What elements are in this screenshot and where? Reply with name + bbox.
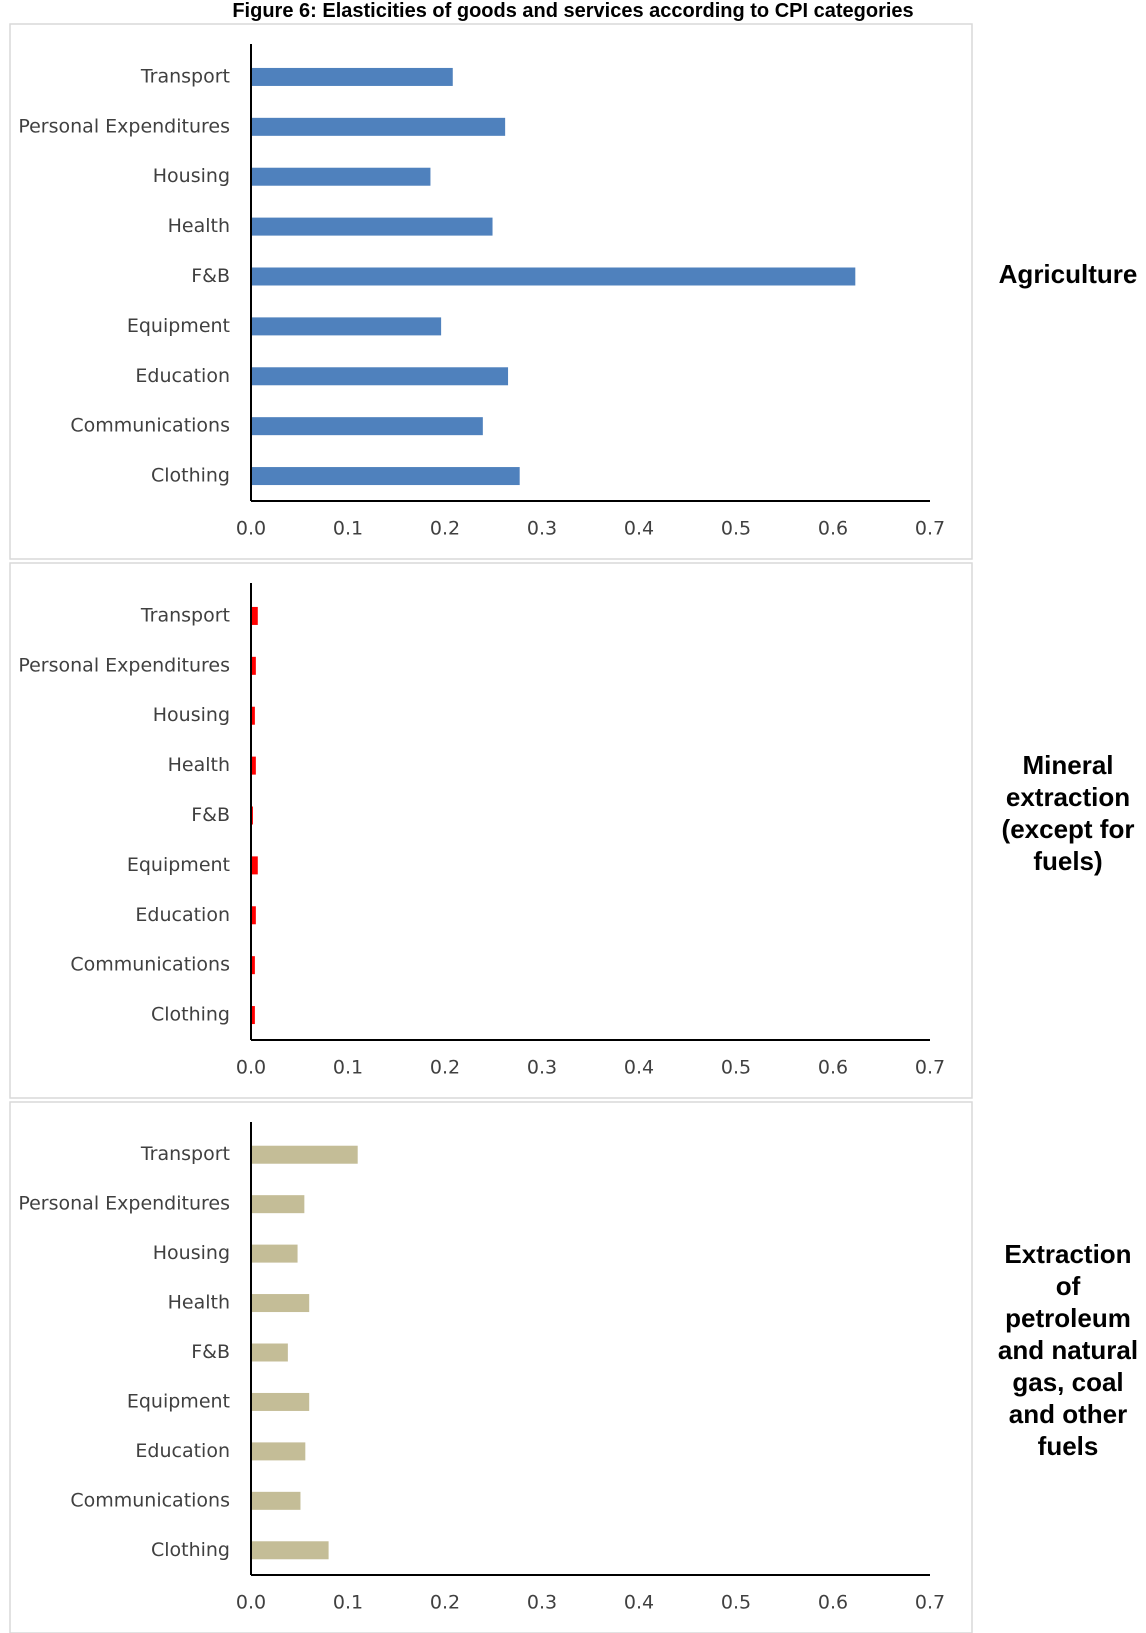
x-tick-label: 0.7 — [915, 1592, 945, 1614]
bar — [251, 1195, 305, 1214]
bar — [251, 1244, 298, 1263]
y-tick-label: Transport — [140, 604, 230, 626]
x-tick-label: 0.4 — [624, 1592, 654, 1614]
y-tick-label: Education — [135, 1440, 230, 1462]
bar — [251, 656, 256, 675]
panel-border — [9, 562, 973, 1099]
x-tick-label: 0.5 — [721, 1057, 751, 1079]
bar — [251, 317, 442, 336]
y-tick-label: Health — [168, 1292, 230, 1314]
x-tick-label: 0.3 — [527, 518, 557, 540]
bar — [251, 1392, 310, 1411]
x-tick-label: 0.3 — [527, 1592, 557, 1614]
x-tick-label: 0.6 — [818, 518, 848, 540]
y-tick-label: Equipment — [127, 854, 230, 876]
bar — [251, 1541, 329, 1560]
figure-title: Figure 6: Elasticities of goods and serv… — [232, 0, 914, 22]
y-tick-label: Housing — [153, 1242, 230, 1264]
x-tick-label: 0.1 — [333, 1592, 363, 1614]
y-tick-label: F&B — [191, 1341, 230, 1363]
bar — [251, 1145, 358, 1164]
y-tick-label: Communications — [70, 415, 230, 437]
panel-border — [9, 23, 973, 560]
x-tick-label: 0.1 — [333, 1057, 363, 1079]
y-tick-label: Health — [168, 754, 230, 776]
y-tick-label: Clothing — [151, 465, 230, 487]
panel-label: Mineral extraction (except for fuels) — [1001, 749, 1135, 876]
bar — [251, 217, 493, 236]
y-tick-label: Health — [168, 215, 230, 237]
x-tick-label: 0.5 — [721, 518, 751, 540]
x-tick-label: 0.4 — [624, 1057, 654, 1079]
x-tick-label: 0.0 — [236, 1057, 266, 1079]
y-tick-label: F&B — [191, 804, 230, 826]
y-tick-label: Education — [135, 904, 230, 926]
y-tick-label: Clothing — [151, 1004, 230, 1026]
x-tick-label: 0.6 — [818, 1057, 848, 1079]
panel-border — [9, 1101, 973, 1633]
y-tick-label: Personal Expenditures — [18, 1193, 230, 1215]
bar — [251, 117, 506, 136]
x-tick-label: 0.2 — [430, 518, 460, 540]
panel-label: Agriculture — [998, 258, 1138, 289]
bar — [251, 1491, 301, 1510]
y-tick-label: Transport — [140, 1143, 230, 1165]
y-tick-label: Housing — [153, 704, 230, 726]
y-tick-label: Housing — [153, 165, 230, 187]
y-tick-label: Equipment — [127, 315, 230, 337]
y-tick-label: Communications — [70, 1489, 230, 1511]
bar — [251, 267, 856, 286]
x-tick-label: 0.0 — [236, 518, 266, 540]
bar — [251, 956, 255, 975]
y-tick-label: Transport — [140, 65, 230, 87]
x-tick-label: 0.5 — [721, 1592, 751, 1614]
x-tick-label: 0.1 — [333, 518, 363, 540]
bar — [251, 1442, 306, 1461]
y-tick-label: Equipment — [127, 1390, 230, 1412]
bar — [251, 67, 453, 86]
bar — [251, 856, 258, 875]
bar — [251, 1294, 310, 1313]
x-tick-label: 0.7 — [915, 518, 945, 540]
y-tick-label: Clothing — [151, 1539, 230, 1561]
x-tick-label: 0.2 — [430, 1592, 460, 1614]
bar — [251, 467, 520, 486]
bar — [251, 167, 431, 186]
bar — [251, 606, 258, 625]
bar — [251, 906, 256, 925]
y-tick-label: Personal Expenditures — [18, 115, 230, 137]
bar — [251, 756, 256, 775]
x-tick-label: 0.2 — [430, 1057, 460, 1079]
y-tick-label: F&B — [191, 265, 230, 287]
bar — [251, 706, 255, 725]
x-tick-label: 0.4 — [624, 518, 654, 540]
bar — [251, 417, 483, 436]
y-tick-label: Education — [135, 365, 230, 387]
x-tick-label: 0.7 — [915, 1057, 945, 1079]
y-tick-label: Communications — [70, 954, 230, 976]
bar — [251, 1006, 255, 1025]
panel-label: Extraction of petroleum and natural gas,… — [997, 1238, 1139, 1461]
y-tick-label: Personal Expenditures — [18, 654, 230, 676]
x-tick-label: 0.3 — [527, 1057, 557, 1079]
bar — [251, 367, 509, 386]
bar — [251, 1343, 288, 1362]
x-tick-label: 0.0 — [236, 1592, 266, 1614]
x-tick-label: 0.6 — [818, 1592, 848, 1614]
